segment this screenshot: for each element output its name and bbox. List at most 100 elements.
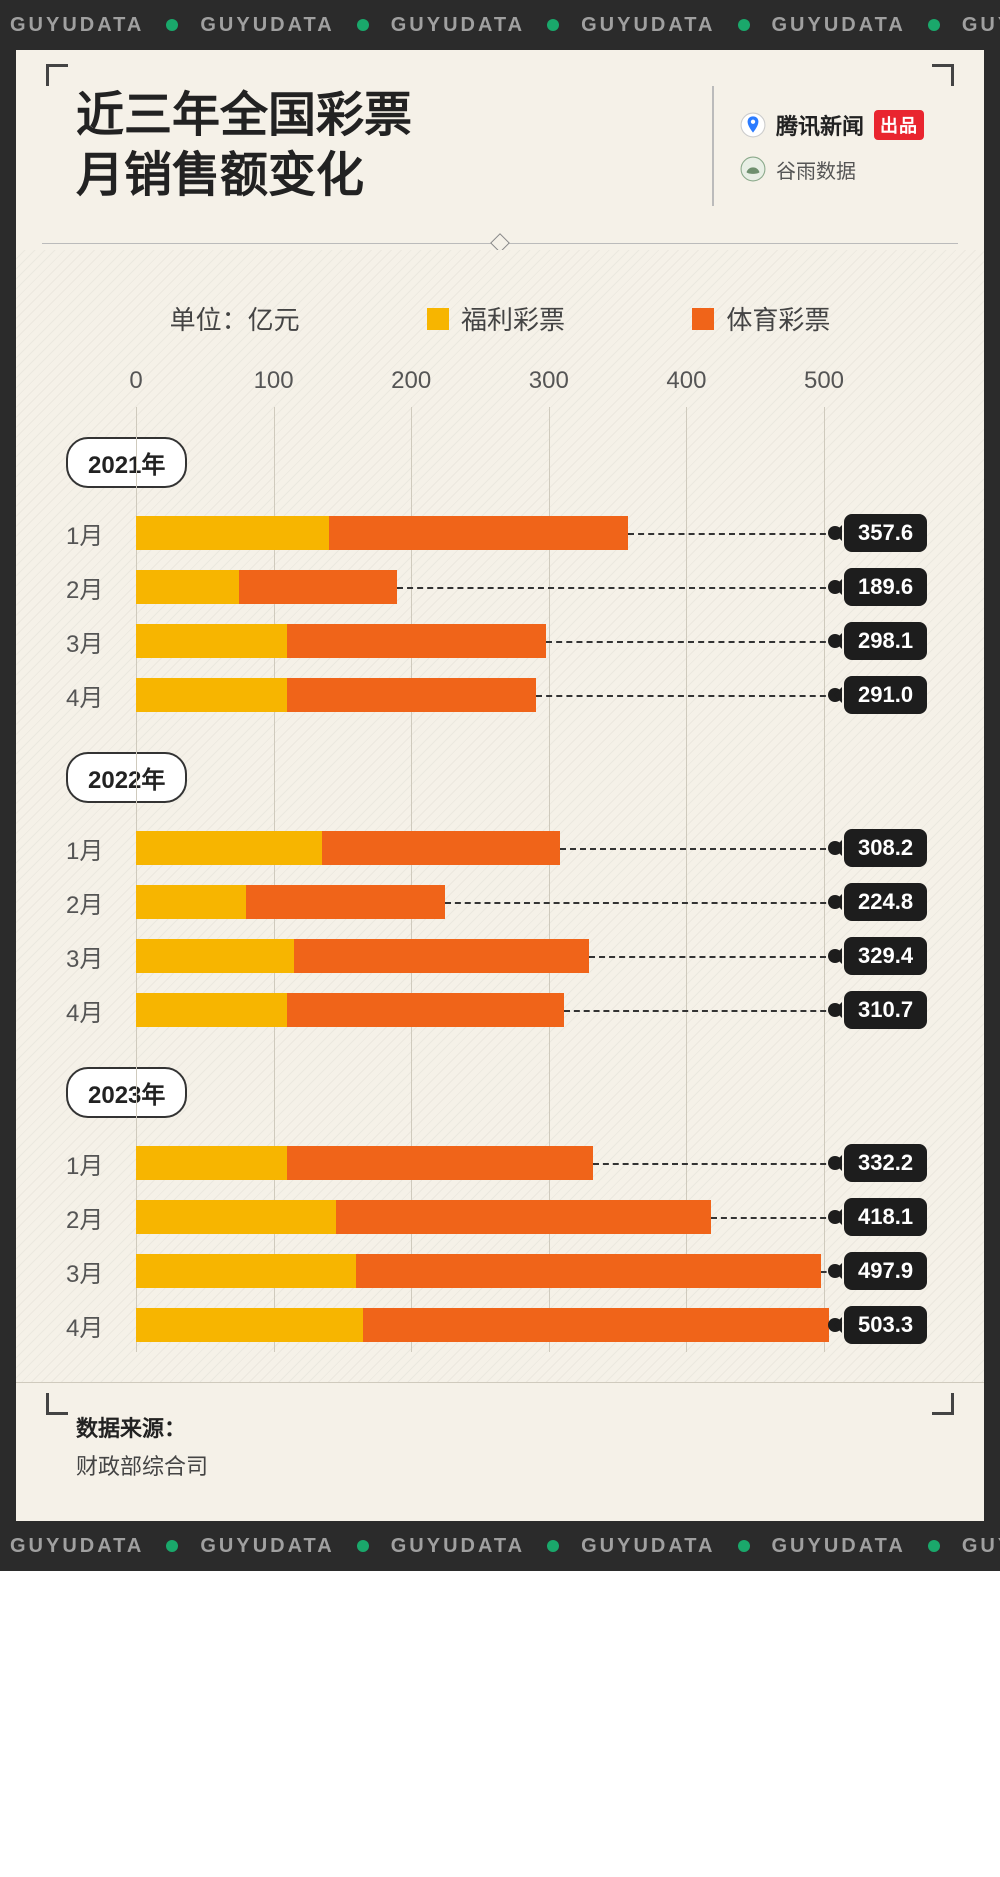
bar-row: 3月329.4 [136, 929, 824, 983]
legend-series-1-name: 福利彩票 [461, 300, 565, 337]
total-pill: 418.1 [844, 1198, 927, 1236]
legend-unit: 单位：亿元 [170, 300, 300, 337]
bar-track: 291.0 [136, 678, 824, 712]
legend-series-2-name: 体育彩票 [726, 300, 830, 337]
total-pill: 291.0 [844, 676, 927, 714]
bar-segment-welfare [136, 1254, 356, 1288]
bar-row: 2月224.8 [136, 875, 824, 929]
total-pill: 357.6 [844, 514, 927, 552]
corner-mark [46, 64, 68, 86]
title-line: 月销售额变化 [76, 146, 412, 206]
bar-row: 1月357.6 [136, 506, 824, 560]
tencent-logo-icon [740, 112, 766, 138]
month-label: 4月 [66, 678, 136, 713]
legend: 单位：亿元 福利彩票 体育彩票 [106, 300, 894, 337]
year-group: 2021年1月357.62月189.63月298.14月291.0 [136, 407, 824, 722]
year-group: 2023年1月332.22月418.13月497.94月503.3 [136, 1037, 824, 1352]
bar-segment-welfare [136, 1146, 287, 1180]
leader-line [711, 1217, 836, 1219]
corner-mark [932, 64, 954, 86]
bar-segment-sports [363, 1308, 829, 1342]
total-pill: 503.3 [844, 1306, 927, 1344]
x-tick: 500 [804, 367, 844, 395]
bar-segment-sports [287, 678, 536, 712]
gridline [824, 407, 825, 1352]
leader-line [536, 695, 836, 697]
x-tick: 0 [129, 367, 142, 395]
year-pill: 2022年 [66, 752, 187, 803]
total-pill: 189.6 [844, 568, 927, 606]
title-line: 近三年全国彩票 [76, 86, 412, 146]
bar-track: 357.6 [136, 516, 824, 550]
bar-segment-welfare [136, 624, 287, 658]
bar-track: 224.8 [136, 885, 824, 919]
x-tick: 100 [254, 367, 294, 395]
bar-segment-sports [294, 939, 589, 973]
leader-line [546, 641, 836, 643]
total-pill: 298.1 [844, 622, 927, 660]
page-title: 近三年全国彩票 月销售额变化 [76, 86, 412, 206]
total-pill: 329.4 [844, 937, 927, 975]
bar-row: 2月418.1 [136, 1190, 824, 1244]
corner-mark [932, 1393, 954, 1415]
legend-swatch-2 [692, 308, 714, 330]
month-label: 2月 [66, 885, 136, 920]
brand-secondary-name: 谷雨数据 [776, 155, 856, 184]
total-pill: 332.2 [844, 1144, 927, 1182]
bar-track: 189.6 [136, 570, 824, 604]
brand-secondary: 谷雨数据 [740, 155, 924, 184]
x-axis: 0100200300400500 [136, 367, 824, 407]
month-label: 2月 [66, 570, 136, 605]
month-label: 4月 [66, 1308, 136, 1343]
bar-segment-welfare [136, 1308, 363, 1342]
bar-segment-sports [336, 1200, 712, 1234]
total-pill: 497.9 [844, 1252, 927, 1290]
bar-track: 329.4 [136, 939, 824, 973]
month-label: 1月 [66, 831, 136, 866]
bar-segment-welfare [136, 516, 329, 550]
month-label: 1月 [66, 1146, 136, 1181]
footer-value: 财政部综合司 [76, 1449, 924, 1481]
bar-segment-sports [239, 570, 397, 604]
bar-segment-sports [246, 885, 445, 919]
legend-series-2: 体育彩票 [692, 300, 830, 337]
bar-segment-welfare [136, 678, 287, 712]
total-pill: 310.7 [844, 991, 927, 1029]
bar-segment-welfare [136, 831, 322, 865]
month-label: 2月 [66, 1200, 136, 1235]
brand-primary-name: 腾讯新闻 [776, 109, 864, 141]
leader-line [397, 587, 836, 589]
bar-row: 4月503.3 [136, 1298, 824, 1352]
leader-line [560, 848, 836, 850]
bar-segment-sports [329, 516, 628, 550]
leader-line [445, 902, 836, 904]
bar-segment-welfare [136, 570, 239, 604]
leader-line [628, 533, 836, 535]
watermark-top: GUYUDATAGUYUDATAGUYUDATAGUYUDATAGUYUDATA… [0, 0, 1000, 50]
brand-primary-tag: 出品 [874, 110, 924, 140]
bar-segment-sports [287, 624, 546, 658]
chart: 0100200300400500 2021年1月357.62月189.63月29… [66, 367, 934, 1352]
bar-track: 418.1 [136, 1200, 824, 1234]
footer-label: 数据来源： [76, 1411, 924, 1443]
watermark-bottom: GUYUDATAGUYUDATAGUYUDATAGUYUDATAGUYUDATA… [0, 1521, 1000, 1571]
x-tick: 300 [529, 367, 569, 395]
year-group: 2022年1月308.22月224.83月329.44月310.7 [136, 722, 824, 1037]
bar-segment-sports [287, 1146, 593, 1180]
brand-block: 腾讯新闻 出品 谷雨数据 [712, 86, 924, 206]
total-pill: 308.2 [844, 829, 927, 867]
year-pill: 2021年 [66, 437, 187, 488]
bar-track: 308.2 [136, 831, 824, 865]
leader-line [589, 956, 836, 958]
bar-track: 310.7 [136, 993, 824, 1027]
month-label: 3月 [66, 939, 136, 974]
bar-segment-sports [356, 1254, 821, 1288]
guyu-logo-icon [740, 156, 766, 182]
legend-unit-label: 单位：亿元 [170, 300, 300, 337]
x-tick: 400 [666, 367, 706, 395]
year-pill: 2023年 [66, 1067, 187, 1118]
month-label: 3月 [66, 1254, 136, 1289]
brand-primary: 腾讯新闻 出品 [740, 109, 924, 141]
bar-row: 4月291.0 [136, 668, 824, 722]
header: 近三年全国彩票 月销售额变化 腾讯新闻 出品 谷雨数据 [16, 86, 984, 236]
